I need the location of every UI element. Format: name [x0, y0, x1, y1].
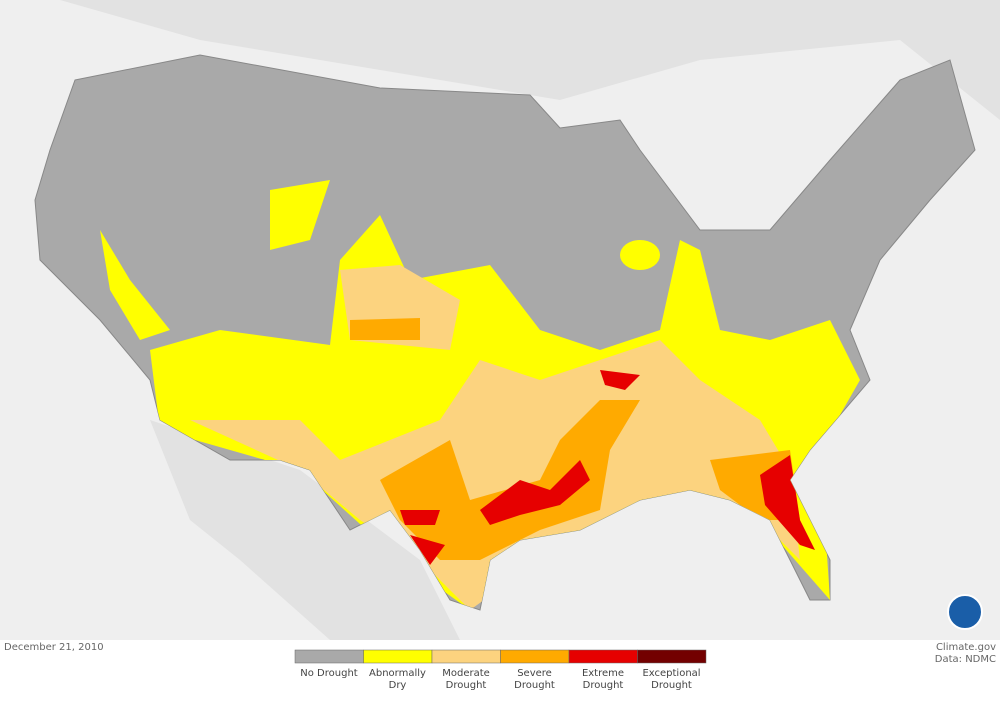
extreme-drought: [400, 370, 815, 565]
legend-label: Moderate Drought: [442, 668, 490, 691]
date: December 21, 2010: [4, 642, 104, 653]
legend-label: Abnormally Dry: [369, 668, 426, 691]
severe-drought: [380, 400, 640, 560]
source: Data: NDMC: [934, 654, 996, 665]
abnormally-dry: [270, 180, 330, 250]
legend-swatch: [637, 649, 707, 664]
legend-swatch: [568, 649, 638, 664]
abnormally-dry: [100, 230, 170, 340]
legend-swatch: [500, 649, 570, 664]
severe-drought: [350, 318, 420, 340]
legend-swatch: [294, 649, 364, 664]
abnormally-dry: [620, 240, 660, 270]
mexico: [150, 420, 460, 640]
legend-swatch: [431, 649, 501, 664]
legend-label: Exceptional Drought: [642, 668, 701, 691]
noaa-logo: [947, 594, 983, 630]
credit: Climate.gov: [935, 642, 996, 653]
legend-label: Extreme Drought: [581, 668, 625, 691]
legend: [294, 649, 707, 664]
legend-swatch: [363, 649, 433, 664]
moderate-drought: [190, 340, 800, 610]
canada: [60, 0, 1000, 120]
legend-label: Severe Drought: [514, 668, 555, 691]
legend-label: No Drought: [300, 668, 358, 679]
